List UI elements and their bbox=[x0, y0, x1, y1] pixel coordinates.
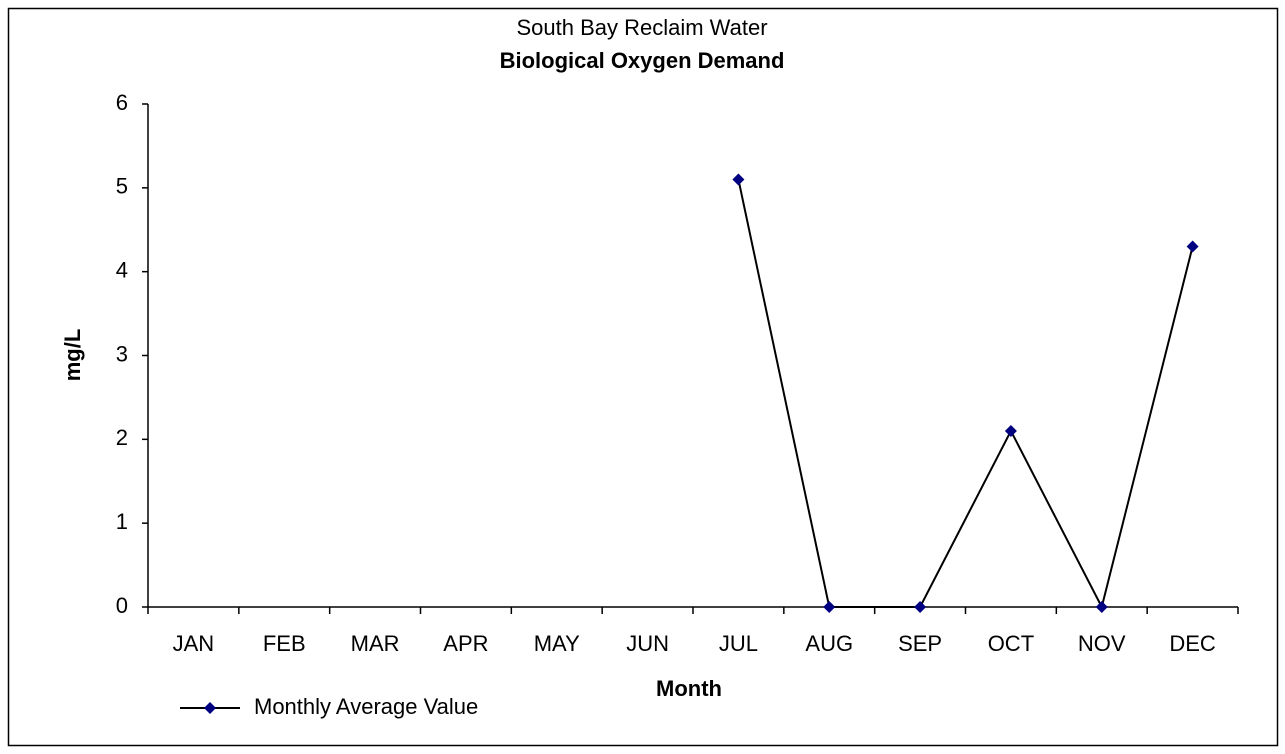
legend-label: Monthly Average Value bbox=[254, 694, 478, 719]
y-axis-label: mg/L bbox=[60, 329, 85, 382]
chart-subtitle: Biological Oxygen Demand bbox=[500, 48, 785, 73]
x-tick-label: AUG bbox=[805, 631, 853, 656]
y-tick-label: 6 bbox=[116, 90, 128, 115]
y-tick-label: 4 bbox=[116, 257, 128, 282]
x-tick-label: APR bbox=[443, 631, 488, 656]
y-tick-label: 5 bbox=[116, 174, 128, 199]
data-point bbox=[1095, 601, 1108, 613]
data-point bbox=[823, 601, 836, 613]
y-tick-label: 3 bbox=[116, 341, 128, 366]
x-tick-label: MAR bbox=[351, 631, 400, 656]
series-line bbox=[737, 179, 1194, 610]
y-tick-label: 2 bbox=[116, 425, 128, 450]
data-point bbox=[1186, 240, 1199, 253]
y-tick-label: 0 bbox=[116, 593, 128, 618]
x-tick-label: JUL bbox=[719, 631, 758, 656]
chart-frame bbox=[7, 7, 1279, 747]
x-tick-label: MAY bbox=[534, 631, 580, 656]
x-tick-label: JUN bbox=[626, 631, 669, 656]
y-tick-label: 1 bbox=[116, 509, 128, 534]
data-point bbox=[914, 601, 927, 613]
x-tick-label: OCT bbox=[988, 631, 1034, 656]
x-tick-label: DEC bbox=[1169, 631, 1216, 656]
x-tick-label: JAN bbox=[173, 631, 215, 656]
legend-marker bbox=[204, 702, 216, 714]
chart-title: South Bay Reclaim Water bbox=[516, 15, 767, 40]
data-point bbox=[732, 173, 745, 186]
data-point bbox=[1004, 424, 1017, 437]
x-axis-label: Month bbox=[656, 676, 722, 701]
x-tick-label: FEB bbox=[263, 631, 306, 656]
x-tick-label: SEP bbox=[898, 631, 942, 656]
x-tick-label: NOV bbox=[1078, 631, 1126, 656]
